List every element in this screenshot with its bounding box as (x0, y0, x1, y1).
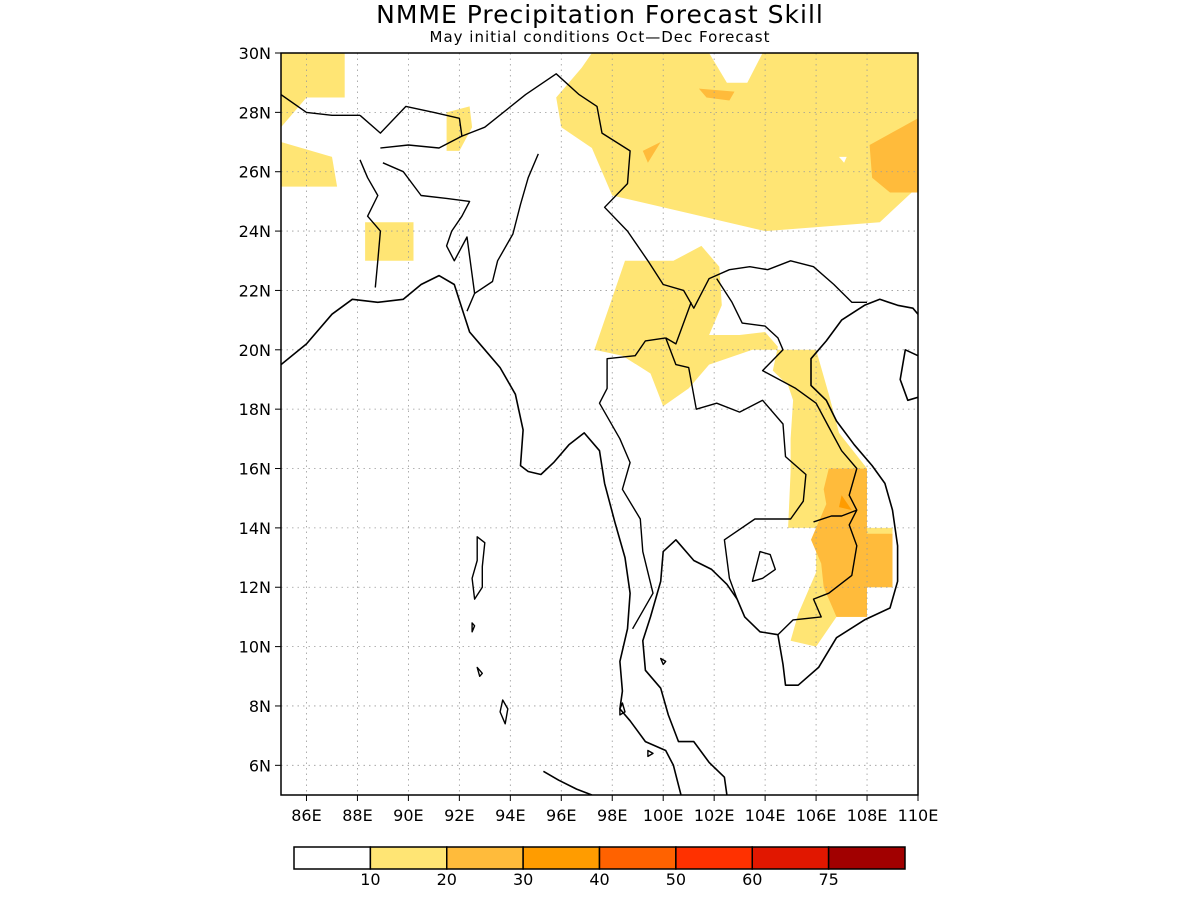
skill-region-10 (642, 142, 661, 163)
skill-region-7 (811, 468, 893, 617)
country-border-5 (474, 153, 539, 294)
island-outline-1 (471, 622, 476, 633)
lat-tick-label: 26N (239, 163, 271, 182)
country-border-3 (382, 162, 476, 312)
lat-tick-label: 14N (239, 519, 271, 538)
country-border-10 (813, 509, 858, 523)
coastline-border-layer (281, 73, 918, 795)
colorbar-swatch-2 (446, 846, 524, 870)
lon-tick-label: 104E (745, 806, 786, 825)
skill-shading-layer (281, 53, 918, 647)
coastline-0 (281, 274, 682, 795)
skill-region-11 (839, 495, 852, 511)
coastline-3 (542, 770, 593, 795)
lat-tick-label: 6N (249, 756, 271, 775)
axis-labels: 86E 88E 90E 92E 94E 96E 98E 100E 102E 104E 106E 108… (239, 44, 939, 825)
low-skill-patch-0 (709, 53, 763, 83)
lon-tick-label: 94E (495, 806, 525, 825)
colorbar-swatch-3 (522, 846, 601, 870)
lat-tick-label: 8N (249, 697, 271, 716)
lat-tick-label: 28N (239, 103, 271, 122)
skill-region-0 (281, 53, 345, 128)
skill-region-9 (698, 88, 735, 101)
skill-region-8 (869, 118, 918, 193)
skill-region-4 (556, 53, 918, 232)
lon-tick-label: 88E (342, 806, 372, 825)
skill-region-1 (281, 142, 338, 187)
country-border-4 (461, 73, 867, 309)
lon-tick-label: 98E (597, 806, 627, 825)
colorbar-label: 60 (742, 870, 762, 889)
skill-region-2 (365, 222, 414, 282)
lon-tick-label: 90E (393, 806, 423, 825)
skill-region-6 (622, 290, 676, 321)
figure-title: NMME Precipitation Forecast Skill (376, 0, 824, 29)
island-outline-6 (751, 550, 776, 582)
lon-tick-label: 102E (694, 806, 735, 825)
colorbar-swatch-1 (369, 846, 448, 870)
country-border-9 (716, 278, 858, 636)
colorbar-label: 10 (360, 870, 380, 889)
country-border-0 (281, 94, 360, 117)
colorbar-label: 30 (513, 870, 533, 889)
colorbar-swatch-7 (827, 846, 906, 870)
lat-tick-label: 20N (239, 341, 271, 360)
colorbar-label: 40 (589, 870, 609, 889)
lon-tick-label: 110E (898, 806, 939, 825)
lon-tick-label: 96E (546, 806, 576, 825)
island-outline-0 (471, 536, 486, 600)
island-outline-7 (647, 749, 654, 758)
coastline-1 (641, 298, 918, 795)
island-outline-4 (619, 702, 626, 716)
low-skill-patch-1 (839, 156, 847, 163)
colorbar-label: 50 (666, 870, 686, 889)
colorbar-swatch-6 (751, 846, 830, 870)
colorbar-swatch-4 (598, 846, 677, 870)
lat-tick-label: 18N (239, 400, 271, 419)
colorbar-swatch-5 (675, 846, 753, 870)
country-border-1 (359, 105, 463, 149)
lat-tick-label: 24N (239, 222, 271, 241)
colorbar-label: 20 (437, 870, 457, 889)
island-outline-2 (499, 699, 509, 725)
coastline-2 (899, 348, 918, 402)
lon-tick-label: 108E (847, 806, 888, 825)
map-frame (280, 52, 919, 796)
lon-tick-label: 86E (291, 806, 321, 825)
colorbar-label: 75 (818, 870, 838, 889)
country-border-7 (665, 302, 692, 345)
lat-tick-label: 16N (239, 460, 271, 479)
lat-tick-label: 10N (239, 638, 271, 657)
colorbar-swatch-0 (293, 846, 372, 870)
island-outline-3 (476, 666, 483, 677)
island-outline-5 (660, 657, 667, 666)
figure-subtitle: May initial conditions Oct—Dec Forecast (429, 28, 771, 46)
country-border-6 (598, 337, 666, 630)
lon-tick-label: 100E (643, 806, 684, 825)
lat-tick-label: 30N (239, 44, 271, 63)
lat-tick-label: 22N (239, 281, 271, 300)
country-border-8 (665, 337, 807, 600)
skill-region-3 (446, 106, 473, 151)
country-border-2 (359, 159, 382, 288)
colorbar: 10 20 30 40 50 60 75 (293, 846, 906, 889)
lon-tick-label: 106E (796, 806, 837, 825)
lat-tick-label: 12N (239, 578, 271, 597)
lon-tick-label: 92E (444, 806, 474, 825)
